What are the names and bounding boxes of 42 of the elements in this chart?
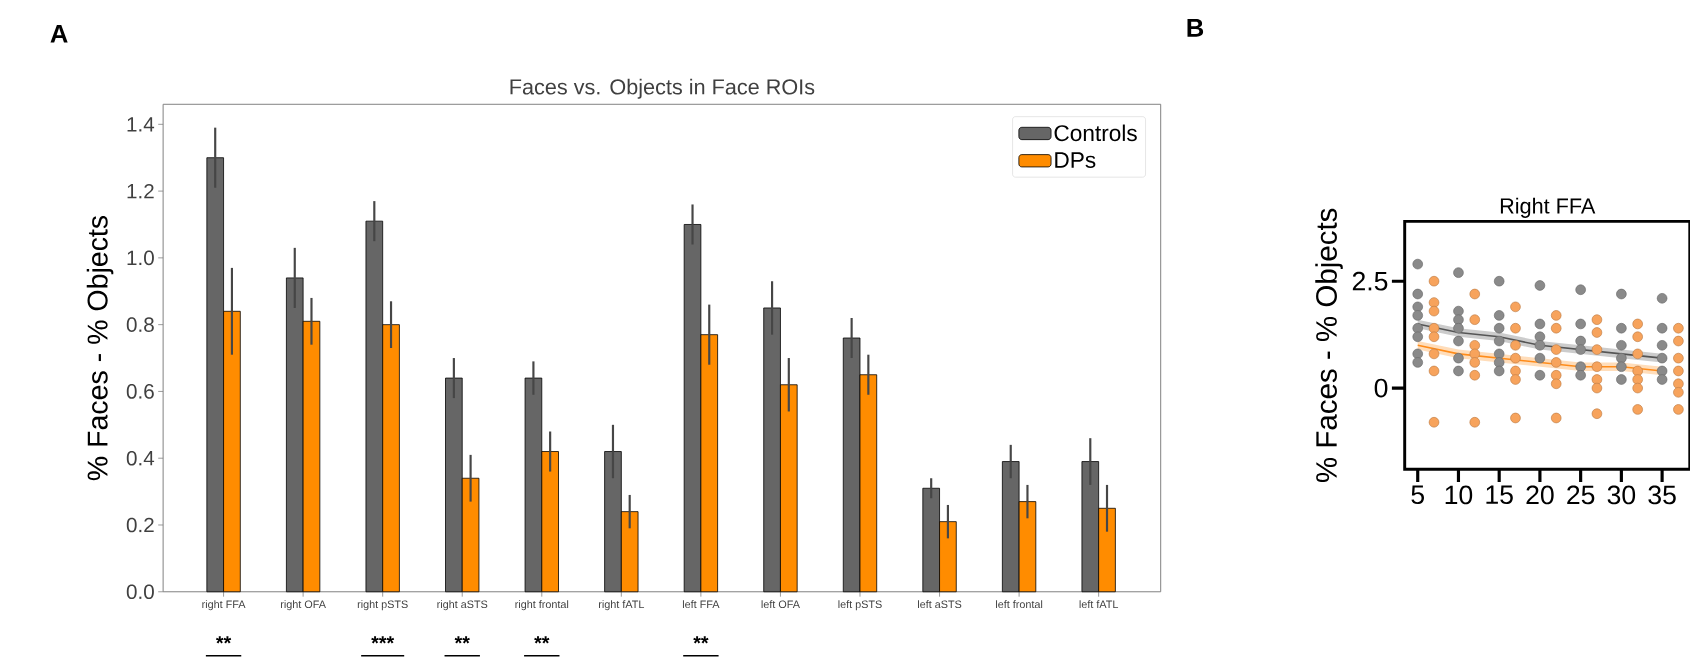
y-tick-label: 0.2 [126, 517, 154, 533]
chart-title: Right FFA [1500, 197, 1596, 218]
x-tick-label: 25 [1567, 485, 1595, 505]
x-tick-label: left pSTS [838, 600, 882, 611]
y-axis-title: % Faces - % Objects [1315, 208, 1343, 482]
text: ** [534, 636, 550, 644]
x-tick-label: left fATL [1079, 600, 1119, 609]
x-tick-label: 30 [1607, 485, 1636, 505]
x-tick-label: 35 [1648, 485, 1676, 505]
x-tick-label: 15 [1486, 485, 1513, 505]
x-tick-label: left frontal [996, 600, 1043, 609]
y-tick-label: 0.8 [126, 317, 154, 332]
legend-label: DPs [1055, 152, 1096, 168]
y-tick-label: 0.0 [126, 584, 154, 600]
y-tick-label: 0 [1374, 378, 1388, 398]
text: B [1187, 19, 1204, 37]
x-tick-label: right fATL [599, 600, 645, 611]
x-tick-label: right frontal [515, 600, 569, 611]
text: A [50, 24, 68, 43]
x-tick-label: 20 [1526, 485, 1554, 505]
x-tick-label: right OFA [280, 600, 326, 611]
text: ** [693, 636, 709, 644]
y-tick-label: 1.0 [127, 250, 154, 266]
x-tick-label: right pSTS [357, 600, 408, 611]
x-tick-label: right FFA [202, 600, 246, 611]
text: ** [215, 636, 232, 644]
y-tick-label: 1.2 [127, 183, 154, 199]
x-tick-label: left aSTS [918, 600, 962, 609]
y-tick-label: 2.5 [1352, 271, 1388, 291]
chart-title: Faces vs. Objects in Face ROIs [510, 78, 815, 99]
x-tick-label: left OFA [761, 600, 800, 609]
y-tick-label: 0.6 [126, 384, 154, 399]
x-tick-label: 5 [1411, 485, 1424, 505]
y-tick-label: 1.4 [127, 117, 155, 132]
text: ** [454, 636, 470, 644]
x-tick-label: left FFA [682, 600, 720, 609]
y-tick-label: 0.4 [126, 450, 155, 466]
x-tick-label: 10 [1445, 485, 1473, 505]
y-axis-title: % Faces - % Objects [86, 215, 114, 481]
legend-label: Controls [1054, 124, 1137, 142]
text: *** [371, 636, 395, 644]
x-tick-label: right aSTS [437, 600, 488, 611]
